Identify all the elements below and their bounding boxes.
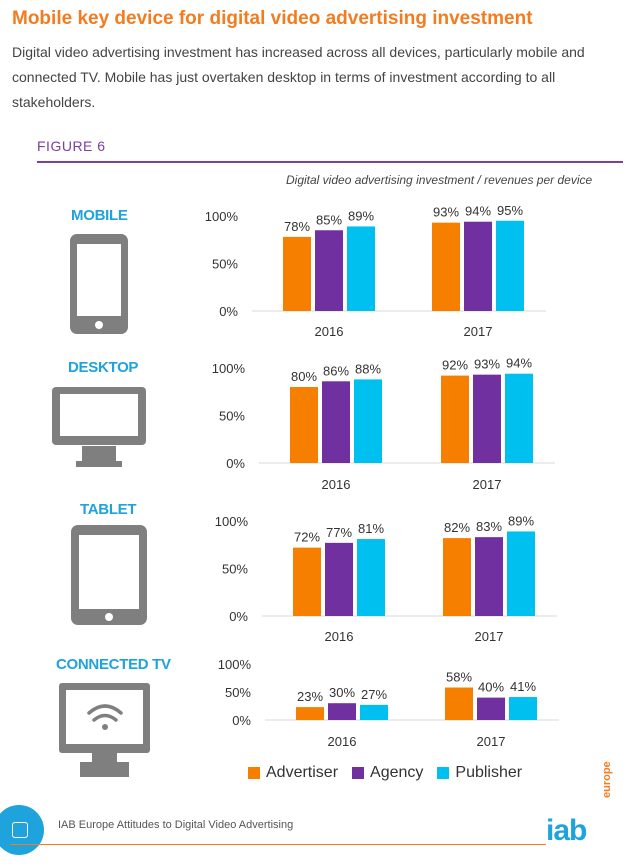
legend-swatch-publisher bbox=[437, 767, 450, 779]
mobile-ytick-label: 50% bbox=[212, 257, 238, 272]
mobile-data-label: 94% bbox=[465, 204, 491, 219]
iab-logo: iab bbox=[546, 814, 587, 847]
footer-text: IAB Europe Attitudes to Digital Video Ad… bbox=[58, 819, 294, 831]
connected-tv-category-label: 2016 bbox=[328, 734, 357, 749]
connected-tv-bar-advertiser-2016 bbox=[296, 707, 324, 720]
desktop-data-label: 92% bbox=[442, 358, 468, 373]
connected-tv-bar-agency-2016 bbox=[328, 703, 356, 720]
play-glyph-icon bbox=[12, 822, 28, 838]
connected-tv-icon bbox=[59, 683, 150, 777]
desktop-ytick-label: 100% bbox=[212, 361, 246, 376]
device-label-desktop: DESKTOP bbox=[68, 359, 139, 376]
mobile-data-label: 85% bbox=[316, 212, 342, 227]
legend-label-publisher: Publisher bbox=[455, 764, 523, 781]
desktop-ytick-label: 50% bbox=[219, 409, 245, 424]
connected-tv-ytick-label: 50% bbox=[225, 685, 251, 700]
tablet-bar-agency-2016 bbox=[325, 542, 353, 616]
mobile-data-label: 93% bbox=[433, 205, 459, 220]
desktop-category-label: 2017 bbox=[473, 477, 502, 492]
connected-tv-ytick-label: 0% bbox=[232, 713, 251, 728]
mobile-category-label: 2017 bbox=[464, 324, 493, 339]
footer-play-icon bbox=[0, 805, 44, 855]
connected-tv-data-label: 41% bbox=[510, 679, 536, 694]
mobile-bar-agency-2016 bbox=[315, 230, 343, 311]
desktop-ytick-label: 0% bbox=[226, 456, 245, 471]
connected-tv-data-label: 30% bbox=[329, 685, 355, 700]
connected-tv-bar-advertiser-2017 bbox=[445, 687, 473, 720]
mobile-category-label: 2016 bbox=[315, 324, 344, 339]
desktop-icon bbox=[52, 387, 146, 467]
tablet-data-label: 82% bbox=[444, 520, 470, 535]
desktop-bar-publisher-2017 bbox=[505, 373, 533, 463]
tablet-data-label: 77% bbox=[326, 525, 352, 540]
tablet-data-label: 72% bbox=[294, 530, 320, 545]
desktop-bar-publisher-2016 bbox=[354, 379, 382, 463]
mobile-icon bbox=[70, 234, 128, 334]
tablet-icon bbox=[71, 525, 147, 625]
connected-tv-category-label: 2017 bbox=[477, 734, 506, 749]
tablet-data-label: 89% bbox=[508, 513, 534, 528]
connected-tv-data-label: 58% bbox=[446, 670, 472, 685]
footer-divider bbox=[10, 844, 546, 845]
mobile-ytick-label: 100% bbox=[205, 209, 239, 224]
chart-legend: Advertiser Agency Publisher bbox=[248, 764, 522, 782]
connected-tv-bar-publisher-2017 bbox=[509, 697, 537, 720]
chart-subtitle: Digital video advertising investment / r… bbox=[286, 173, 593, 187]
mobile-data-label: 89% bbox=[348, 208, 374, 223]
tablet-category-label: 2017 bbox=[475, 629, 504, 644]
tablet-bar-agency-2017 bbox=[475, 537, 503, 616]
legend-label-advertiser: Advertiser bbox=[266, 764, 339, 781]
bar-charts: 100% 50% 0% 78% 85% 89% 2016 93% 94% 95% 2017 100% 5… bbox=[205, 203, 559, 749]
legend-item-publisher: Publisher bbox=[437, 764, 522, 782]
desktop-bar-agency-2016 bbox=[322, 381, 350, 463]
tablet-ytick-label: 100% bbox=[215, 514, 249, 529]
desktop-data-label: 80% bbox=[291, 369, 317, 384]
iab-logo-europe: europe bbox=[601, 761, 613, 798]
tablet-category-label: 2016 bbox=[325, 629, 354, 644]
mobile-data-label: 95% bbox=[497, 203, 523, 218]
device-label-tablet: TABLET bbox=[80, 501, 137, 518]
connected-tv-data-label: 40% bbox=[478, 680, 504, 695]
device-label-connected-tv: CONNECTED TV bbox=[56, 656, 171, 673]
desktop-data-label: 93% bbox=[474, 357, 500, 372]
desktop-data-label: 88% bbox=[355, 361, 381, 376]
legend-swatch-advertiser bbox=[248, 767, 260, 779]
connected-tv-ytick-label: 100% bbox=[218, 657, 252, 672]
mobile-bar-publisher-2017 bbox=[496, 220, 524, 311]
mobile-ytick-label: 0% bbox=[219, 304, 238, 319]
legend-label-agency: Agency bbox=[370, 764, 424, 781]
desktop-category-label: 2016 bbox=[322, 477, 351, 492]
connected-tv-bar-agency-2017 bbox=[477, 697, 505, 720]
figure-label: FIGURE 6 bbox=[37, 138, 106, 154]
figure-divider bbox=[37, 161, 623, 163]
desktop-bar-agency-2017 bbox=[473, 374, 501, 463]
tablet-ytick-label: 50% bbox=[222, 562, 248, 577]
legend-item-advertiser: Advertiser bbox=[248, 764, 338, 782]
mobile-bar-advertiser-2016 bbox=[283, 236, 311, 311]
desktop-bar-advertiser-2017 bbox=[441, 375, 469, 463]
tablet-bar-publisher-2016 bbox=[357, 539, 385, 616]
legend-item-agency: Agency bbox=[352, 764, 423, 782]
tablet-ytick-label: 0% bbox=[229, 609, 248, 624]
mobile-data-label: 78% bbox=[284, 219, 310, 234]
legend-swatch-agency bbox=[352, 767, 365, 779]
tablet-data-label: 83% bbox=[476, 519, 502, 534]
connected-tv-data-label: 23% bbox=[297, 689, 323, 704]
tablet-bar-advertiser-2017 bbox=[443, 538, 471, 616]
desktop-data-label: 86% bbox=[323, 363, 349, 378]
mobile-bar-publisher-2016 bbox=[347, 226, 375, 311]
desktop-data-label: 94% bbox=[506, 356, 532, 371]
tablet-bar-advertiser-2016 bbox=[293, 547, 321, 616]
mobile-bar-advertiser-2017 bbox=[432, 222, 460, 311]
connected-tv-bar-publisher-2016 bbox=[360, 704, 388, 720]
tablet-bar-publisher-2017 bbox=[507, 531, 535, 616]
device-label-mobile: MOBILE bbox=[71, 207, 128, 224]
intro-paragraph: Digital video advertising investment has… bbox=[12, 44, 585, 110]
connected-tv-data-label: 27% bbox=[361, 687, 387, 702]
mobile-bar-agency-2017 bbox=[464, 221, 492, 311]
page-title: Mobile key device for digital video adve… bbox=[12, 8, 533, 29]
tablet-data-label: 81% bbox=[358, 521, 384, 536]
desktop-bar-advertiser-2016 bbox=[290, 387, 318, 463]
